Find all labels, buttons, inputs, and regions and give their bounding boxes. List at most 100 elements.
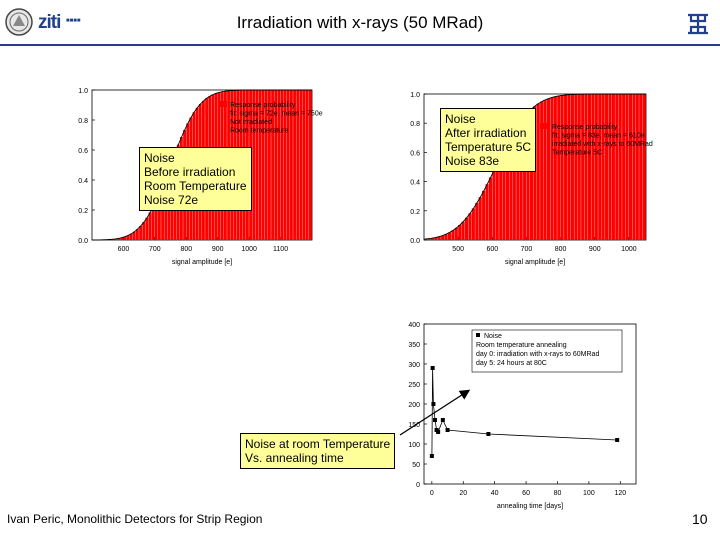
histogram-bar [277, 90, 281, 240]
histogram-bar [574, 94, 578, 240]
note-line: Room Temperature [144, 179, 247, 193]
note-line: Noise 72e [144, 193, 199, 207]
histogram-bar [290, 90, 293, 241]
histogram-bar [151, 206, 155, 240]
data-point [430, 366, 435, 370]
page-number: 10 [692, 511, 708, 527]
institute-logo-icon [688, 13, 708, 35]
histogram-bar [308, 90, 312, 240]
y-tick-label: 300 [408, 362, 420, 369]
histogram-bar [154, 200, 158, 240]
histogram-bar [591, 94, 595, 241]
histogram-bar [464, 217, 469, 240]
histogram-bar [424, 239, 428, 240]
histogram-bar [509, 136, 513, 240]
x-tick-label: 1100 [273, 246, 288, 253]
histogram-bar [283, 90, 287, 240]
histogram-bar [581, 94, 585, 240]
histogram-bar [471, 208, 475, 240]
y-tick-label: 0.0 [410, 238, 420, 245]
histogram-bar [136, 229, 139, 240]
histogram-bar [120, 237, 124, 240]
note-line: Temperature 5C [445, 140, 532, 154]
histogram-bar [492, 170, 496, 240]
histogram-bar [543, 99, 547, 240]
x-tick-label: 120 [614, 490, 626, 497]
histogram-bar [628, 94, 633, 240]
x-tick-label: 900 [589, 246, 601, 253]
histogram-bar [519, 120, 523, 240]
histogram-bar [268, 90, 271, 240]
histogram-bar [437, 236, 441, 240]
histogram-bar [129, 233, 133, 240]
histogram-bar [546, 98, 551, 240]
histogram-bar [502, 149, 506, 240]
footer-text: Ivan Peric, Monolithic Detectors for Str… [7, 512, 263, 526]
y-tick-label: 1.0 [410, 92, 420, 99]
x-tick-label: 600 [486, 246, 498, 253]
slide-header: ziti ■■■■ Irradiation with x-rays (50 MR… [0, 0, 720, 46]
histogram-bar [495, 163, 499, 240]
x-tick-label: 40 [491, 490, 499, 497]
note-before-irradiation: Noise Before irradiation Room Temperatur… [139, 147, 252, 211]
x-axis-label: annealing time [days] [497, 503, 563, 510]
histogram-bar [126, 235, 130, 240]
histogram-bar [598, 94, 602, 240]
note-line: After irradiation [445, 126, 527, 140]
legend-entry: Not irradiated [230, 119, 272, 126]
histogram-bar [642, 94, 646, 240]
histogram-bar [567, 94, 571, 240]
note-annealing: Noise at room Temperature Vs. annealing … [240, 433, 396, 469]
histogram-bar [305, 90, 309, 240]
legend-entry: Noise [484, 333, 502, 340]
note-line: Before irradiation [144, 165, 236, 179]
x-axis-label: signal amplitude [e] [172, 259, 232, 266]
x-tick-label: 100 [583, 490, 595, 497]
y-tick-label: 0.0 [78, 238, 88, 245]
histogram-bar [451, 230, 455, 240]
histogram-bar [139, 225, 142, 240]
histogram-bar [584, 94, 588, 240]
histogram-bar [577, 94, 581, 241]
note-line: Noise at room Temperature [245, 437, 391, 451]
histogram-bar [430, 238, 434, 240]
histogram-bar [594, 94, 598, 240]
histogram-bar [557, 95, 561, 240]
data-point [431, 402, 436, 406]
histogram-bar [434, 237, 438, 240]
data-point [440, 418, 445, 422]
chart-legend: Noise Room temperature annealing day 0: ir… [471, 329, 623, 373]
data-point [432, 418, 437, 422]
ziti-logo: ziti [38, 12, 61, 33]
histogram-bar [482, 190, 486, 240]
y-tick-label: 0.6 [78, 148, 88, 155]
histogram-bar [564, 94, 568, 240]
histogram-bar [499, 156, 503, 240]
y-tick-label: 400 [408, 322, 420, 329]
histogram-bar [570, 94, 574, 240]
y-tick-label: 0.4 [410, 180, 420, 187]
y-tick-label: 100 [408, 442, 420, 449]
histogram-bar [488, 177, 493, 240]
histogram-bar [536, 103, 540, 240]
slide-title: Irradiation with x-rays (50 MRad) [236, 13, 484, 32]
histogram-bar [478, 197, 482, 240]
histogram-bar [427, 238, 431, 240]
histogram-bar [512, 131, 516, 240]
histogram-bar [280, 90, 284, 240]
legend-entry: Response probability [230, 102, 296, 109]
legend-entry: Room temperature annealing [476, 342, 567, 349]
y-tick-label: 0 [416, 482, 420, 489]
histogram-bar [468, 213, 472, 240]
histogram-bar [625, 94, 629, 240]
histogram-bar [526, 112, 530, 240]
x-tick-label: 500 [452, 246, 464, 253]
histogram-bar [475, 202, 479, 240]
y-tick-label: 350 [408, 342, 420, 349]
x-tick-label: 1000 [621, 246, 637, 253]
fit-curve [91, 89, 312, 241]
histogram-bar [117, 238, 120, 240]
legend-swatch [540, 123, 549, 129]
histogram-bar [132, 231, 136, 240]
histogram-bar [639, 94, 643, 240]
